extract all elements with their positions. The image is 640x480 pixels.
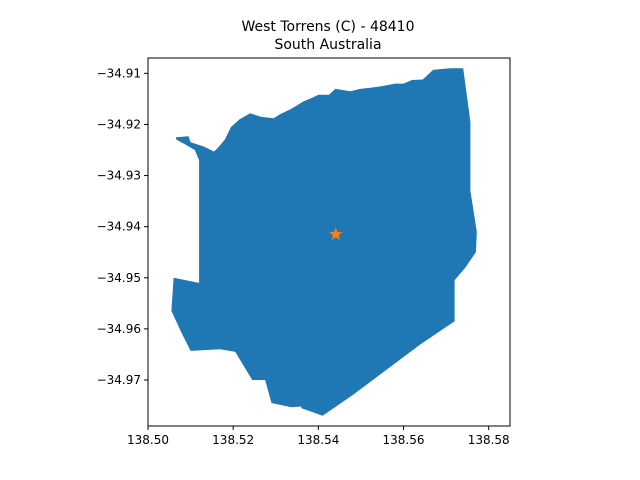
x-tick-label: 138.54 [297, 433, 339, 447]
y-axis: −34.91 −34.92 −34.93 −34.94 −34.95 −34.96 −34.… [97, 66, 148, 387]
centroid-star-marker [329, 227, 343, 240]
plot-area [147, 57, 511, 427]
x-tick-label: 138.56 [383, 433, 425, 447]
y-tick-label: −34.97 [97, 373, 141, 387]
region-polygon [171, 68, 477, 416]
map-title: West Torrens (C) - 48410 [242, 19, 415, 35]
y-tick-label: −34.94 [97, 220, 141, 234]
x-axis: 138.50 138.52 138.54 138.56 138.58 [127, 426, 510, 447]
map-subtitle: South Australia [274, 37, 381, 53]
y-tick-label: −34.91 [97, 66, 141, 80]
axes-frame [147, 57, 511, 427]
y-tick-label: −34.92 [97, 117, 141, 131]
y-tick-label: −34.96 [97, 322, 141, 336]
x-tick-label: 138.50 [127, 433, 169, 447]
y-tick-label: −34.95 [97, 271, 141, 285]
x-tick-label: 138.58 [468, 433, 510, 447]
y-tick-label: −34.93 [97, 169, 141, 183]
x-tick-label: 138.52 [212, 433, 254, 447]
